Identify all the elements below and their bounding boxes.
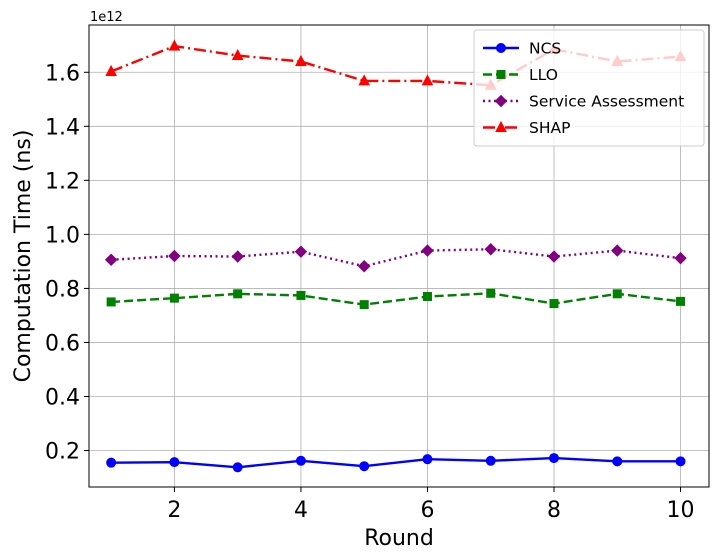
x-tick-label: 2	[167, 498, 181, 523]
legend-label: SHAP	[529, 119, 570, 137]
y-tick-label: 0.8	[45, 277, 80, 302]
series-layer	[104, 39, 687, 473]
data-point	[105, 64, 117, 76]
y-tick-label: 1.4	[45, 115, 80, 140]
x-tick-label: 6	[420, 498, 434, 523]
legend-marker	[495, 120, 507, 132]
data-point	[422, 454, 433, 465]
data-point	[358, 74, 371, 86]
series-ncs	[106, 453, 686, 473]
series-line	[111, 248, 681, 268]
legend-item: Service Assessment	[483, 93, 684, 111]
series-service-assessment	[104, 243, 687, 273]
data-point	[485, 455, 496, 466]
series-line	[111, 292, 681, 306]
legend-item: LLO	[483, 66, 558, 84]
x-tick-label: 8	[547, 498, 561, 523]
data-point	[106, 457, 117, 468]
data-point	[295, 54, 307, 66]
data-point	[359, 300, 369, 310]
data-point	[233, 289, 243, 299]
data-point	[421, 244, 434, 257]
data-point	[104, 253, 118, 266]
y-tick-label: 1.2	[45, 169, 80, 194]
y-tick-label: 1.6	[45, 61, 80, 86]
legend-box	[473, 29, 705, 147]
legend-item: NCS	[483, 40, 561, 58]
data-point	[168, 249, 181, 263]
y-offset-label: 1e12	[90, 10, 123, 25]
data-point	[611, 244, 624, 257]
y-axis-label: Computation Time (ns)	[11, 130, 36, 383]
series-llo	[106, 288, 686, 310]
data-point	[231, 250, 244, 263]
data-point	[294, 245, 308, 258]
data-point	[547, 250, 561, 263]
data-point	[486, 288, 496, 298]
series-line	[111, 456, 681, 469]
data-point	[359, 461, 370, 472]
y-tick-label: 0.6	[45, 331, 80, 356]
data-point	[676, 296, 686, 306]
data-point	[231, 48, 244, 61]
data-point	[484, 243, 497, 256]
data-point	[357, 260, 371, 273]
legend-marker	[494, 94, 508, 108]
x-tick-label: 10	[667, 498, 695, 523]
plot-frame	[88, 24, 710, 488]
legend-label: NCS	[529, 40, 561, 58]
data-point	[232, 462, 243, 473]
data-point	[549, 299, 559, 309]
legend-item: SHAP	[483, 119, 570, 137]
y-tick-label: 1.0	[45, 223, 80, 248]
data-point	[296, 290, 306, 300]
data-point	[421, 74, 434, 86]
x-axis-label: Round	[364, 526, 434, 551]
data-point	[295, 455, 306, 466]
y-axis: 0.2 0.4 0.6 0.8 1.0 1.2 1.4 1.6	[45, 61, 89, 465]
data-point	[422, 292, 432, 302]
data-point	[674, 251, 687, 265]
data-point	[612, 456, 623, 467]
data-point	[675, 456, 686, 467]
data-point	[168, 39, 181, 51]
data-point	[106, 297, 116, 307]
y-tick-label: 0.4	[45, 385, 80, 410]
legend-label: Service Assessment	[529, 93, 684, 111]
y-tick-label: 0.2	[45, 440, 80, 465]
data-point	[169, 293, 179, 303]
legend: NCS LLO Service Assessment SHAP	[473, 29, 705, 147]
data-point	[612, 289, 622, 299]
legend-marker	[496, 43, 506, 53]
x-tick-label: 4	[294, 498, 308, 523]
data-point	[549, 453, 559, 464]
legend-label: LLO	[529, 66, 558, 84]
x-axis: 2 4 6 8 10	[167, 487, 695, 523]
data-point	[169, 457, 180, 468]
legend-marker	[496, 70, 506, 79]
